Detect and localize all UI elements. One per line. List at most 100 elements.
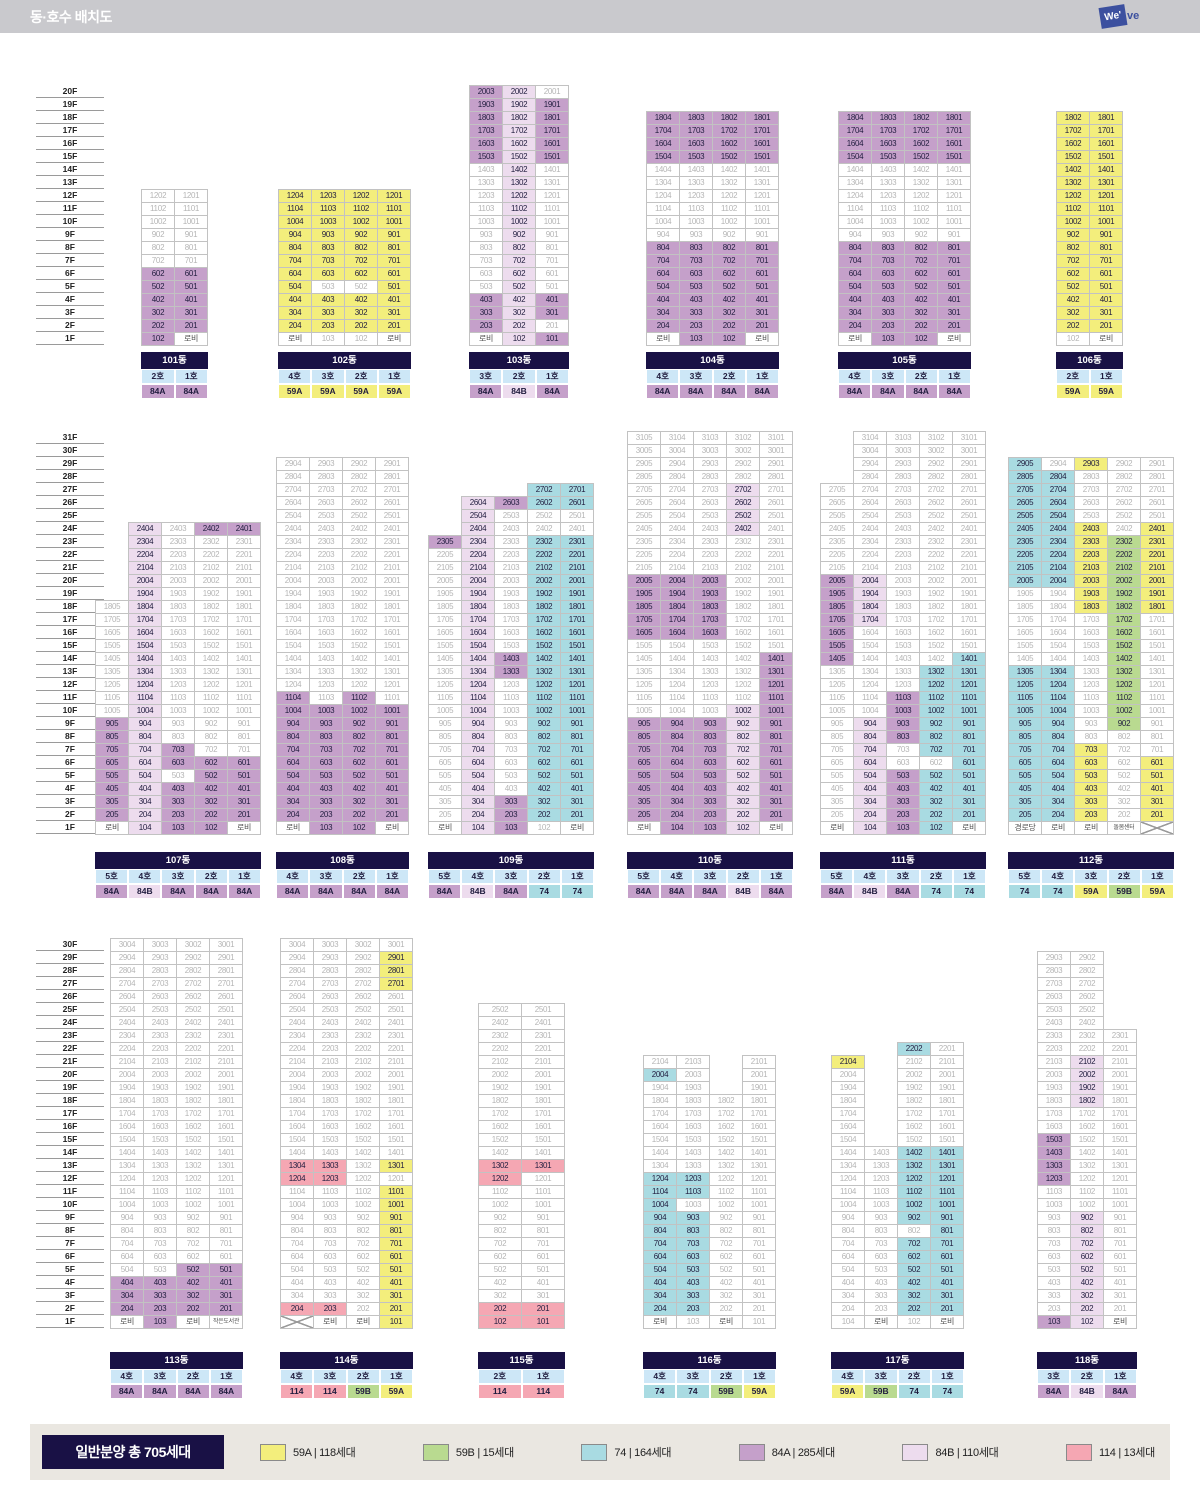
ho-cell: 1호 — [227, 869, 262, 884]
unit-cell: 702 — [897, 1237, 931, 1251]
floor-label: 13F — [36, 665, 104, 678]
ho-cell: 1호 — [1140, 869, 1175, 884]
unit-cell: 1204 — [838, 189, 872, 203]
unit-cell: 2003 — [1074, 574, 1108, 588]
unit-cell: 205 — [95, 808, 129, 822]
unit-cell: 202 — [176, 1302, 210, 1316]
unit-cell: 2303 — [494, 535, 528, 549]
unit-cell: 1201 — [1103, 1172, 1137, 1186]
unit-cell: 2701 — [560, 483, 594, 497]
unit-cell: 505 — [820, 769, 854, 783]
unit-cell: 902 — [502, 228, 536, 242]
unit-cell: 2005 — [428, 574, 462, 588]
unit-cell: 902 — [1070, 1211, 1104, 1225]
unit-cell: 1203 — [871, 189, 905, 203]
unit-cell: 1504 — [110, 1133, 144, 1147]
unit-cell: 1702 — [904, 124, 938, 138]
unit-cell: 1101 — [377, 202, 411, 216]
unit-cell: 1801 — [745, 111, 779, 125]
unit-cell: 2505 — [1008, 509, 1042, 523]
floor-label: 27F — [36, 977, 104, 990]
unit-cell: 902 — [1056, 228, 1090, 242]
unit-cell: 1401 — [535, 163, 569, 177]
unit-cell: 1701 — [1140, 613, 1174, 627]
unit-cell: 801 — [227, 730, 261, 744]
unit-cell: 905 — [1008, 717, 1042, 731]
floor-label: 12F — [36, 678, 104, 691]
type-row: 59A 59A 59A 59A — [278, 384, 411, 399]
unit-cell: 102 — [344, 332, 378, 346]
unit-cell: 1804 — [838, 111, 872, 125]
unit-type-cell: 84B — [461, 884, 495, 899]
unit-cell: 1403 — [161, 652, 195, 666]
unit-cell: 901 — [745, 228, 779, 242]
unit-cell: 2805 — [627, 470, 661, 484]
unit-cell: 1303 — [693, 665, 727, 679]
unit-cell: 1101 — [1089, 202, 1123, 216]
unit-cell: 1303 — [309, 665, 343, 679]
unit-cell: 905 — [820, 717, 854, 731]
unit-cell: 1404 — [643, 1146, 677, 1160]
unit-cell: 2502 — [919, 509, 953, 523]
unit-cell: 803 — [1037, 1224, 1071, 1238]
unit-cell: 1203 — [494, 678, 528, 692]
floor-label: 3F — [36, 306, 104, 319]
unit-cell: 2503 — [494, 509, 528, 523]
unit-cell: 1701 — [745, 124, 779, 138]
unit-cell: 1702 — [1070, 1107, 1104, 1121]
unit-cell: 1903 — [161, 587, 195, 601]
unit-cell: 2703 — [1074, 483, 1108, 497]
unit-cell: 1601 — [952, 626, 986, 640]
legend-swatch — [1065, 1443, 1092, 1461]
unit-cell: 401 — [1103, 1276, 1137, 1290]
unit-cell: 2103 — [313, 1055, 347, 1069]
unit-cell: 1202 — [1070, 1172, 1104, 1186]
unit-cell: 1001 — [745, 215, 779, 229]
unit-cell: 1503 — [161, 639, 195, 653]
unit-cell: 1903 — [886, 587, 920, 601]
unit-cell: 1104 — [461, 691, 495, 705]
unit-cell: 2303 — [886, 535, 920, 549]
unit-cell: 1102 — [527, 691, 561, 705]
unit-cell: 1502 — [709, 1133, 743, 1147]
unit-cell: 2704 — [853, 483, 887, 497]
unit-cell: 1304 — [461, 665, 495, 679]
unit-cell: 401 — [379, 1276, 413, 1290]
unit-cell: 603 — [469, 267, 503, 281]
unit-cell: 2604 — [853, 496, 887, 510]
unit-cell: 603 — [1074, 756, 1108, 770]
unit-cell: 704 — [660, 743, 694, 757]
unit-cell: 1802 — [194, 600, 228, 614]
unit-cell: 601 — [560, 756, 594, 770]
unit-cell: 1305 — [428, 665, 462, 679]
unit-type-cell: 84B — [1070, 1384, 1104, 1399]
unit-cell: 1101 — [535, 202, 569, 216]
unit-cell: 1103 — [309, 691, 343, 705]
unit-cell: 2801 — [375, 470, 409, 484]
unit-cell: 1904 — [1041, 587, 1075, 601]
lobby-cell: 로비 — [313, 1315, 347, 1329]
unit-cell: 1102 — [709, 1185, 743, 1199]
unit-cell: 2702 — [1107, 483, 1141, 497]
unit-cell: 101 — [379, 1315, 413, 1329]
unit-cell: 1402 — [1107, 652, 1141, 666]
unit-cell: 1805 — [1008, 600, 1042, 614]
unit-cell: 1702 — [919, 613, 953, 627]
unit-cell: 2002 — [527, 574, 561, 588]
unit-cell: 1004 — [1041, 704, 1075, 718]
unit-cell: 1302 — [1070, 1159, 1104, 1173]
unit-type-cell: 84A — [660, 884, 694, 899]
unit-cell: 205 — [820, 808, 854, 822]
unit-cell: 1902 — [527, 587, 561, 601]
unit-cell: 1201 — [379, 1172, 413, 1186]
unit-cell: 204 — [1041, 808, 1075, 822]
unit-type-cell: 74 — [930, 1384, 964, 1399]
unit-cell: 504 — [646, 280, 680, 294]
unit-cell: 203 — [469, 319, 503, 333]
unit-cell: 1402 — [527, 652, 561, 666]
unit-cell: 204 — [643, 1302, 677, 1316]
unit-cell: 1602 — [726, 626, 760, 640]
unit-cell: 3003 — [313, 938, 347, 952]
unit-type-cell: 74 — [527, 884, 561, 899]
unit-cell: 1201 — [952, 678, 986, 692]
